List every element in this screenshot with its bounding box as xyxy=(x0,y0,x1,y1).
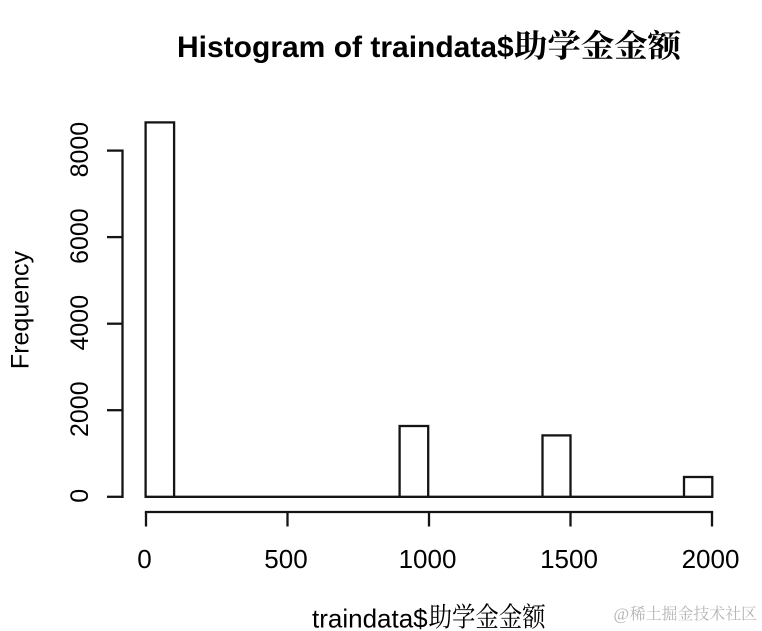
svg-text:@: @ xyxy=(614,605,630,624)
svg-text:traindata$: traindata$ xyxy=(312,604,428,631)
svg-text:2000: 2000 xyxy=(66,381,94,437)
svg-text:0: 0 xyxy=(66,489,94,503)
svg-text:0: 0 xyxy=(137,544,151,574)
svg-text:6000: 6000 xyxy=(66,208,94,264)
svg-text:2000: 2000 xyxy=(682,544,740,574)
svg-text:500: 500 xyxy=(264,544,307,574)
svg-text:Frequency: Frequency xyxy=(7,250,35,369)
svg-text:Histogram of traindata$: Histogram of traindata$ xyxy=(177,31,514,64)
svg-text:4000: 4000 xyxy=(66,295,94,351)
svg-text:1000: 1000 xyxy=(399,544,457,574)
svg-text:8000: 8000 xyxy=(66,122,94,178)
svg-text:1500: 1500 xyxy=(540,544,598,574)
